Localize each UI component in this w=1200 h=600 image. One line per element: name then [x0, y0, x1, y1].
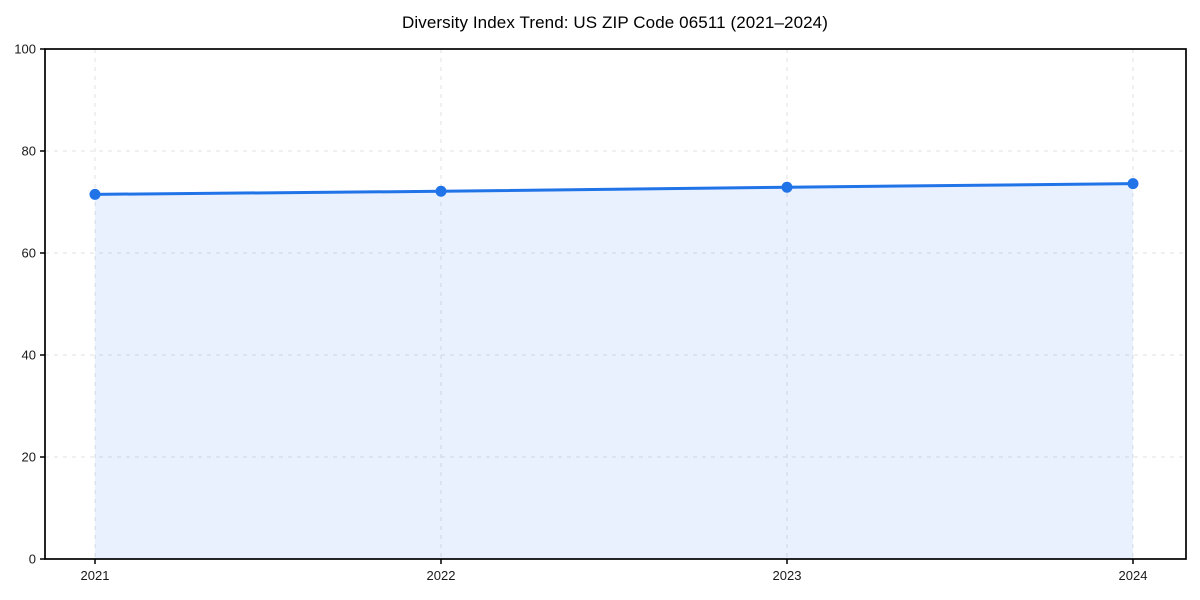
- y-tick-label-80: 80: [22, 144, 36, 159]
- plot-border: [44, 48, 1187, 560]
- y-tick-label-0: 0: [29, 552, 36, 567]
- y-tick-label-60: 60: [22, 246, 36, 261]
- data-point-2023: [781, 181, 793, 193]
- data-point-2021: [89, 188, 101, 200]
- y-tick-label-20: 20: [22, 450, 36, 465]
- y-tick-label-40: 40: [22, 348, 36, 363]
- plot-spines: [44, 48, 1187, 560]
- axis-ticks: [40, 48, 1134, 564]
- data-points: [89, 178, 1139, 200]
- chart-title: Diversity Index Trend: US ZIP Code 06511…: [402, 13, 828, 32]
- x-tick-label-2024: 2024: [1119, 568, 1148, 583]
- x-tick-label-2023: 2023: [773, 568, 802, 583]
- data-point-2022: [435, 185, 447, 197]
- series-line: [93, 182, 1135, 196]
- data-point-2024: [1127, 178, 1139, 190]
- axis-labels: 0 20 40 60 80 100 2021 2022 2023 2024: [14, 42, 1147, 584]
- x-tick-label-2021: 2021: [81, 568, 110, 583]
- x-tick-label-2022: 2022: [427, 568, 456, 583]
- y-tick-label-100: 100: [14, 42, 36, 57]
- trend-line: [93, 182, 1135, 196]
- area-fill: [95, 183, 1133, 559]
- series-area: [95, 183, 1133, 559]
